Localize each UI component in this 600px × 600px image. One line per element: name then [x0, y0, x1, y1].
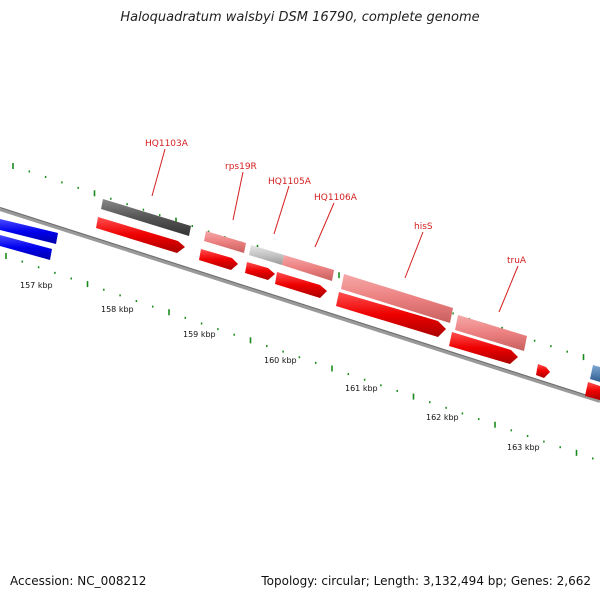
gene-trua-bar [455, 315, 527, 351]
kbp-label-161: 161 kbp [345, 384, 378, 393]
map-title: Haloquadratum walsbyi DSM 16790, complet… [120, 10, 480, 25]
gene-cds-arrow-2 [199, 249, 238, 270]
gene-label-rps19r: rps19R [225, 162, 257, 172]
gene-cds-arrow-3 [245, 262, 275, 280]
genome-stats-text: Topology: circular; Length: 3,132,494 bp… [261, 574, 591, 588]
inner-tick-row [5, 253, 594, 460]
kbp-label-162: 162 kbp [426, 413, 459, 422]
gene-label-trua: truA [507, 256, 527, 266]
gene-label-leaders [151, 148, 519, 313]
kbp-label-158: 158 kbp [101, 305, 134, 314]
kbp-labels: 157 kbp 158 kbp 159 kbp 160 kbp 161 kbp … [20, 281, 540, 452]
gene-label-hq1106a: HQ1106A [314, 193, 358, 203]
gene-labels: HQ1103A rps19R HQ1105A HQ1106A hisS truA [145, 139, 527, 266]
kbp-label-163: 163 kbp [507, 443, 540, 452]
gene-cds-arrow-6 [449, 332, 518, 364]
gene-rps19r-bar [204, 231, 246, 253]
gene-cds-arrow-1 [96, 217, 185, 253]
accession-text: Accession: NC_008212 [10, 574, 147, 588]
gene-blue-bar-2 [0, 235, 52, 260]
gene-hiss-bar [341, 274, 453, 323]
gene-cds-arrow-4 [275, 272, 327, 298]
gene-track-upper [101, 199, 600, 382]
kbp-label-159: 159 kbp [183, 330, 216, 339]
gene-track-lower [0, 217, 600, 400]
gene-hq1103a-bar [101, 199, 191, 236]
gene-label-hiss: hisS [414, 222, 433, 232]
gene-cds-arrow-8 [585, 382, 600, 400]
gene-blue-bar-1 [0, 219, 58, 244]
gene-label-hq1105a: HQ1105A [268, 177, 312, 187]
kbp-label-157: 157 kbp [20, 281, 53, 290]
gene-steel-bar [590, 365, 600, 382]
genome-backbone [0, 207, 600, 403]
gene-label-hq1103a: HQ1103A [145, 139, 189, 149]
gene-cds-arrow-5 [336, 292, 446, 337]
kbp-label-160: 160 kbp [264, 356, 297, 365]
gene-hq1105a-bar [249, 245, 284, 265]
gene-hq1106a-bar [282, 255, 334, 281]
gene-cds-arrow-7 [536, 364, 550, 378]
